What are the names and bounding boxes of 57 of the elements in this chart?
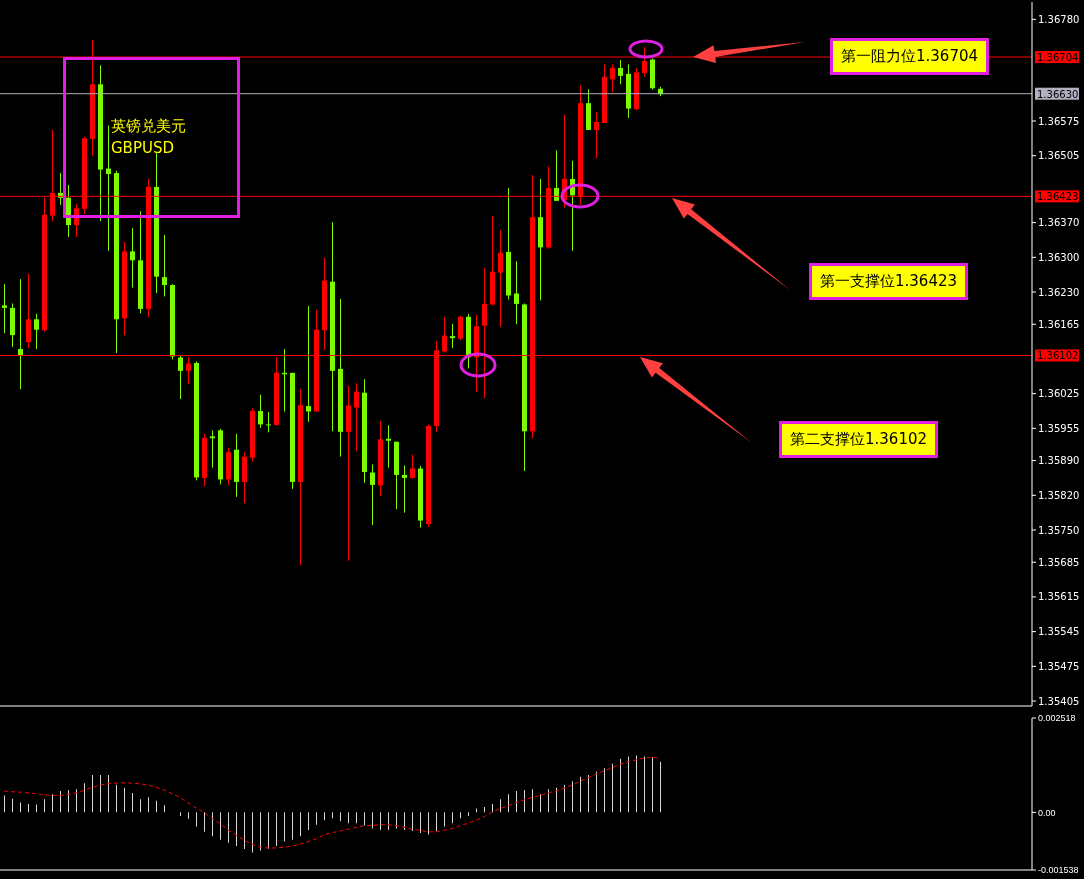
annotation: 第二支撑位1.36102 bbox=[779, 421, 939, 458]
candlestick bbox=[458, 315, 463, 341]
candlestick bbox=[642, 46, 647, 78]
candlestick bbox=[402, 465, 407, 514]
candlestick bbox=[514, 260, 519, 325]
candlestick bbox=[106, 124, 111, 252]
candlestick bbox=[178, 354, 183, 400]
candlestick bbox=[482, 267, 487, 399]
candlestick bbox=[258, 394, 263, 429]
candlestick bbox=[306, 305, 311, 423]
ref-line-label: 1.36102 bbox=[1037, 350, 1079, 362]
candlestick bbox=[26, 273, 31, 349]
candlestick bbox=[450, 323, 455, 349]
candlestick bbox=[210, 429, 215, 469]
candlestick bbox=[130, 227, 135, 289]
y-tick-label: 1.35955 bbox=[1038, 422, 1080, 434]
y-tick-label: 1.35475 bbox=[1038, 660, 1080, 672]
text: 英镑兑美元 bbox=[111, 116, 186, 137]
candlestick bbox=[18, 278, 23, 390]
candlestick bbox=[2, 283, 7, 334]
candlestick bbox=[594, 111, 599, 159]
y-tick-label: 0.002518 bbox=[1038, 713, 1076, 724]
candlestick bbox=[266, 411, 271, 433]
y-tick-label: 1.35685 bbox=[1038, 556, 1080, 568]
annotation: 第一支撑位1.36423 bbox=[809, 263, 969, 300]
candlestick bbox=[554, 149, 559, 202]
y-tick-label: 1.36505 bbox=[1038, 150, 1080, 162]
candlestick bbox=[442, 316, 447, 354]
y-tick-label: 1.36230 bbox=[1038, 286, 1080, 298]
candlestick bbox=[370, 464, 375, 526]
candlestick bbox=[618, 59, 623, 85]
y-tick-label: 1.35615 bbox=[1038, 591, 1080, 603]
candlestick bbox=[354, 382, 359, 452]
y-tick-label: 1.35545 bbox=[1038, 626, 1080, 638]
ref-line-label: 1.36423 bbox=[1037, 191, 1079, 203]
y-tick-label: 1.36025 bbox=[1038, 388, 1080, 400]
candlestick bbox=[162, 234, 167, 297]
y-tick-label: 1.36370 bbox=[1038, 217, 1080, 229]
line-series bbox=[3, 756, 661, 849]
ref-line-label: 1.36630 bbox=[1037, 88, 1079, 100]
candlestick bbox=[386, 424, 391, 469]
y-tick-label: 1.35405 bbox=[1038, 695, 1080, 707]
candlestick bbox=[34, 313, 39, 350]
annotation: 第一阻力位1.36704 bbox=[830, 38, 990, 75]
y-tick-label: -0.001538 bbox=[1038, 865, 1079, 876]
y-tick-label: 1.36575 bbox=[1038, 115, 1080, 127]
text: GBPUSD bbox=[111, 138, 175, 159]
y-tick-label: 0.00 bbox=[1038, 807, 1056, 818]
y-tick-label: 1.35750 bbox=[1038, 524, 1080, 536]
y-tick-label: 1.36300 bbox=[1038, 251, 1080, 263]
candlestick bbox=[498, 229, 503, 328]
y-tick-label: 1.36780 bbox=[1038, 13, 1080, 25]
y-tick-label: 1.36165 bbox=[1038, 318, 1080, 330]
candlestick bbox=[610, 63, 615, 93]
ref-line-label: 1.36704 bbox=[1037, 52, 1079, 64]
y-tick-label: 1.35820 bbox=[1038, 489, 1080, 501]
y-tick-label: 1.35890 bbox=[1038, 455, 1080, 467]
